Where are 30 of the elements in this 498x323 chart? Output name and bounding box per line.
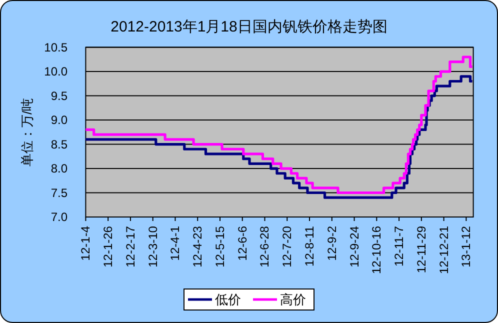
legend-label: 低价: [215, 292, 241, 307]
chart-title: 2012-2013年1月18日国内钒铁价格走势图: [110, 18, 388, 36]
x-tick-label: 12-2-17: [123, 226, 138, 268]
x-tick-label: 12-9-2: [324, 226, 339, 261]
y-tick-label: 7.5: [50, 186, 68, 200]
legend-label: 高价: [280, 292, 306, 307]
x-tick-label: 12-6-28: [258, 226, 272, 268]
y-tick-label: 8.5: [50, 137, 68, 152]
x-tick-label: 12-6-6: [235, 226, 250, 261]
x-tick-label: 12-1-4: [78, 226, 93, 261]
x-tick-label: 12-11-7: [392, 226, 406, 266]
x-tick-label: 12-10-16: [370, 226, 384, 274]
x-tick-label: 12-11-29: [414, 226, 428, 274]
x-tick-label: 12-7-20: [280, 226, 294, 268]
y-tick-label: 8.0: [50, 162, 68, 176]
x-tick-label: 12-1-26: [101, 226, 116, 268]
y-tick-label: 10.5: [44, 40, 68, 54]
y-tick-label: 9.5: [50, 88, 68, 103]
x-tick-label: 12-5-15: [212, 226, 227, 268]
x-tick-label: 13-1-12: [459, 226, 474, 268]
x-tick-label: 12-3-10: [146, 226, 160, 268]
y-axis-title: 单位：万/吨: [20, 98, 34, 166]
x-tick-label: 12-4-1: [168, 226, 182, 261]
x-tick-label: 12-4-23: [190, 226, 205, 268]
x-tick-label: 12-12-21: [436, 226, 451, 274]
x-tick-label: 12-9-24: [347, 226, 362, 268]
y-tick-label: 10.0: [44, 64, 68, 79]
x-tick-label: 12-8-11: [302, 226, 317, 266]
y-tick-label: 9.0: [50, 113, 68, 128]
y-tick-label: 7.0: [50, 210, 68, 224]
